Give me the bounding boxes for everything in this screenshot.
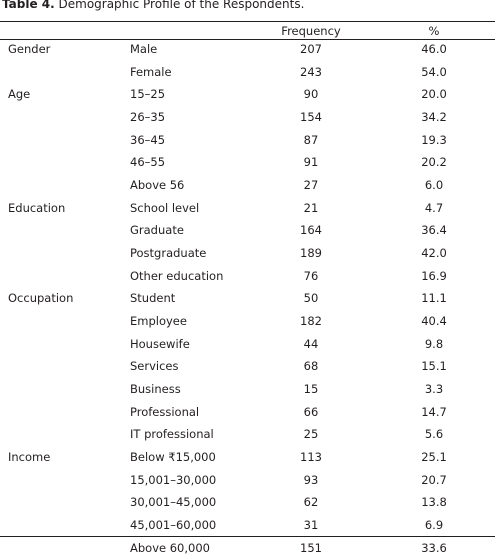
frequency-cell: 68 <box>303 359 319 374</box>
row-label: Other education <box>130 268 224 283</box>
group-label: Income <box>8 450 51 465</box>
frequency-cell: 62 <box>303 495 319 510</box>
percent-cell: 9.8 <box>424 336 444 351</box>
row-label: Student <box>130 291 176 306</box>
frequency-cell: 27 <box>303 178 319 193</box>
header-rule <box>0 39 495 40</box>
caption-text: Demographic Profile of the Respondents. <box>58 0 305 11</box>
row-label: IT professional <box>130 427 214 442</box>
row-label: 15,001–30,000 <box>130 472 217 487</box>
row-label: 30,001–45,000 <box>130 495 217 510</box>
group-label: Age <box>8 87 31 102</box>
row-label: 45,001–60,000 <box>130 518 217 533</box>
row-label: Female <box>130 64 172 79</box>
frequency-cell: 66 <box>303 404 319 419</box>
percent-cell: 20.0 <box>421 87 447 102</box>
percent-cell: 42.0 <box>421 246 447 261</box>
percent-cell: 33.6 <box>421 540 447 555</box>
row-label: Services <box>130 359 179 374</box>
column-header: % <box>428 24 440 38</box>
row-label: Housewife <box>130 336 190 351</box>
row-label: School level <box>130 200 200 215</box>
frequency-cell: 207 <box>300 42 322 56</box>
percent-cell: 6.9 <box>424 518 444 533</box>
frequency-cell: 93 <box>303 472 319 487</box>
percent-cell: 40.4 <box>421 314 447 329</box>
frequency-cell: 189 <box>300 246 322 261</box>
percent-cell: 13.8 <box>421 495 447 510</box>
percent-cell: 34.2 <box>421 110 447 124</box>
percent-cell: 20.2 <box>421 155 447 170</box>
frequency-cell: 182 <box>300 314 322 329</box>
row-label: Above 60,000 <box>130 540 210 555</box>
percent-cell: 19.3 <box>421 132 447 147</box>
percent-cell: 54.0 <box>421 64 447 79</box>
column-header: Frequency <box>281 24 341 38</box>
percent-cell: 3.3 <box>424 382 444 397</box>
percent-cell: 46.0 <box>421 42 447 56</box>
row-label: 46–55 <box>130 155 166 170</box>
frequency-cell: 154 <box>300 110 322 124</box>
frequency-cell: 15 <box>303 382 319 397</box>
row-label: Above 56 <box>130 178 185 193</box>
frequency-cell: 21 <box>303 200 319 215</box>
percent-cell: 5.6 <box>424 427 444 442</box>
group-label: Occupation <box>8 291 74 306</box>
frequency-cell: 91 <box>303 155 319 170</box>
percent-cell: 11.1 <box>421 291 447 306</box>
frequency-cell: 76 <box>303 268 319 283</box>
row-label: 15–25 <box>130 87 166 102</box>
caption-label: Table 4. <box>2 0 55 11</box>
row-label: Graduate <box>130 223 184 238</box>
frequency-cell: 243 <box>300 64 322 79</box>
percent-cell: 36.4 <box>421 223 447 238</box>
bottom-rule <box>0 536 495 537</box>
percent-cell: 15.1 <box>421 359 447 374</box>
row-label: Employee <box>130 314 187 329</box>
percent-cell: 14.7 <box>421 404 447 419</box>
row-label: Male <box>130 42 158 56</box>
frequency-cell: 151 <box>300 540 322 555</box>
table-caption: Table 4. Demographic Profile of the Resp… <box>2 0 304 11</box>
frequency-cell: 87 <box>303 132 319 147</box>
frequency-cell: 44 <box>303 336 319 351</box>
frequency-cell: 113 <box>300 450 322 465</box>
percent-cell: 20.7 <box>421 472 447 487</box>
top-rule <box>0 21 495 22</box>
frequency-cell: 25 <box>303 427 319 442</box>
percent-cell: 25.1 <box>421 450 447 465</box>
group-label: Gender <box>8 42 51 56</box>
percent-cell: 4.7 <box>424 200 444 215</box>
frequency-cell: 164 <box>300 223 322 238</box>
row-label: Postgraduate <box>130 246 207 261</box>
group-label: Education <box>8 200 66 215</box>
row-label: Below ₹15,000 <box>130 450 216 465</box>
row-label: Professional <box>130 404 200 419</box>
percent-cell: 16.9 <box>421 268 447 283</box>
frequency-cell: 90 <box>303 87 319 102</box>
row-label: 26–35 <box>130 110 166 124</box>
percent-cell: 6.0 <box>424 178 444 193</box>
frequency-cell: 31 <box>303 518 319 533</box>
row-label: Business <box>130 382 181 397</box>
frequency-cell: 50 <box>303 291 319 306</box>
row-label: 36–45 <box>130 132 166 147</box>
